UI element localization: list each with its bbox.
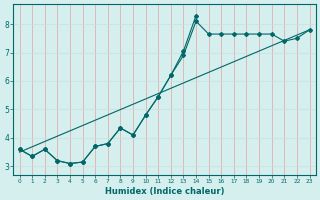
X-axis label: Humidex (Indice chaleur): Humidex (Indice chaleur) <box>105 187 224 196</box>
